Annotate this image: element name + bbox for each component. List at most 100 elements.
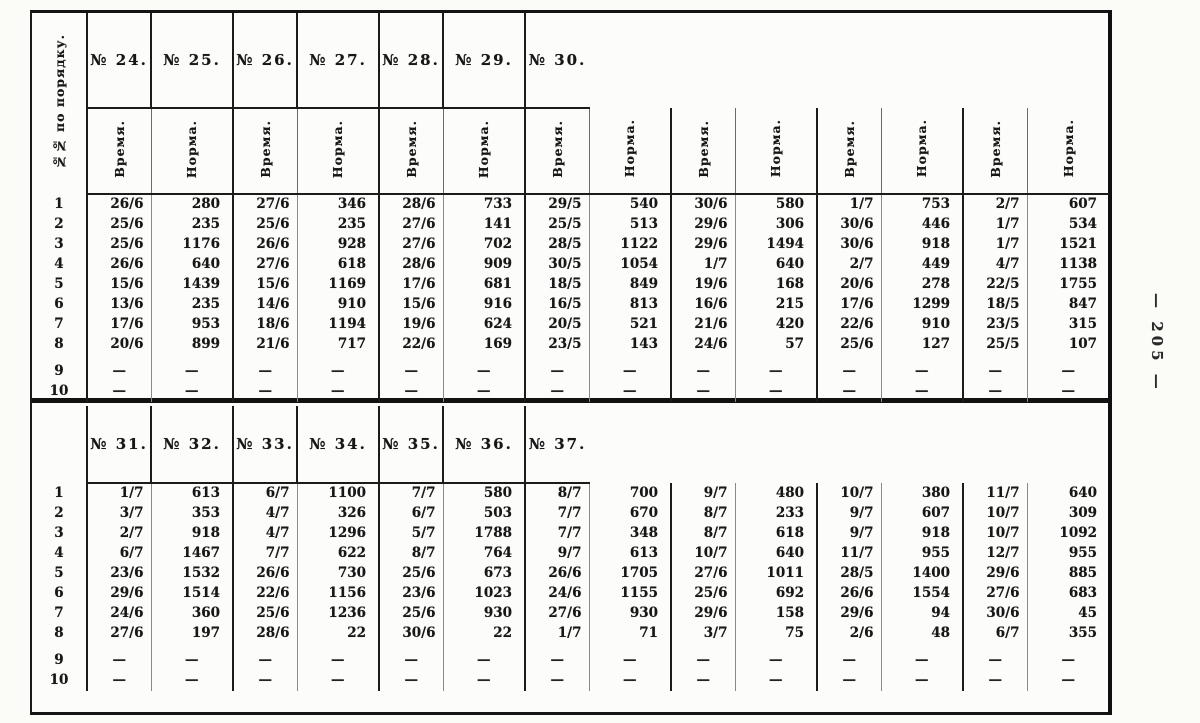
norm-cell: — <box>442 671 525 691</box>
norm-cell: 673 <box>442 564 525 584</box>
time-cell: 8/7 <box>670 524 735 544</box>
time-cell: 1/7 <box>962 235 1027 255</box>
row-number: 4 <box>32 255 88 275</box>
time-cell: 1/7 <box>670 255 735 275</box>
norm-cell: 71 <box>588 624 671 644</box>
table-row: 5 15/6 1439 15/6 1169 17/6 681 18/5 849 19/6 168 20… <box>32 275 1109 295</box>
group-header: № 25. <box>150 13 233 109</box>
time-subheader-cell: Время. <box>962 108 1027 195</box>
norm-cell: 1788 <box>442 524 525 544</box>
table-row: 9— — — — — — — — — — — — — — <box>32 644 1109 671</box>
time-cell: 22/6 <box>232 584 297 604</box>
time-cell: 17/6 <box>378 275 443 295</box>
norm-cell: 618 <box>296 255 379 275</box>
time-cell: 29/6 <box>816 604 881 624</box>
time-cell: 29/6 <box>670 604 735 624</box>
norm-cell: 885 <box>1026 564 1109 584</box>
table-row: 5 23/6 1532 26/6 730 25/6 673 26/6 1705 27/6 1011 2… <box>32 564 1109 584</box>
norm-cell: 1296 <box>296 524 379 544</box>
table-row: 2 25/6 235 25/6 235 27/6 141 25/5 513 29/6 306 30/6… <box>32 215 1109 235</box>
norm-cell: 1705 <box>588 564 671 584</box>
time-cell: 27/6 <box>232 255 297 275</box>
norm-cell: 355 <box>1026 624 1109 644</box>
norm-cell: 380 <box>880 483 963 504</box>
time-subheader-label: Время. <box>257 120 273 178</box>
table-bottom: № 31. № 32. № 33. № 34. № 35. № 36. № 37. 1 1/7 6… <box>32 406 1109 691</box>
norm-cell: — <box>150 644 233 671</box>
norm-cell: 540 <box>588 194 671 215</box>
norm-cell: 700 <box>588 483 671 504</box>
time-cell: — <box>816 644 881 671</box>
norm-cell: 57 <box>734 335 817 355</box>
norm-cell: 1100 <box>296 483 379 504</box>
row-number: 6 <box>32 584 88 604</box>
norm-cell: 143 <box>588 335 671 355</box>
table-row: 1 26/6 280 27/6 346 28/6 733 29/5 540 30/6 580 1/7 7… <box>32 194 1109 215</box>
norm-cell: 733 <box>442 194 525 215</box>
group-header: № 27. <box>296 13 379 109</box>
time-cell: 1/7 <box>86 483 151 504</box>
table-row: 1 1/7 613 6/7 1100 7/7 580 8/7 700 9/7 480 10/7 380 1… <box>32 483 1109 504</box>
time-cell: 21/6 <box>670 315 735 335</box>
time-cell: 22/5 <box>962 275 1027 295</box>
time-cell: 1/7 <box>816 194 881 215</box>
time-cell: 28/5 <box>524 235 589 255</box>
norm-cell: 235 <box>296 215 379 235</box>
time-cell: 29/6 <box>670 215 735 235</box>
norm-subheader-cell: Норма. <box>588 108 671 195</box>
time-cell: 29/6 <box>670 235 735 255</box>
norm-cell: 928 <box>296 235 379 255</box>
time-cell: 9/7 <box>816 504 881 524</box>
norm-subheader-cell: Норма. <box>442 108 525 195</box>
time-cell: 26/6 <box>232 564 297 584</box>
norm-cell: — <box>1026 355 1109 382</box>
table-row: 7 17/6 953 18/6 1194 19/6 624 20/5 521 21/6 420 22/… <box>32 315 1109 335</box>
norm-cell: 910 <box>296 295 379 315</box>
time-cell: 16/6 <box>670 295 735 315</box>
norm-cell: 613 <box>150 483 233 504</box>
time-cell: 19/6 <box>670 275 735 295</box>
norm-cell: 107 <box>1026 335 1109 355</box>
norm-cell: — <box>588 355 671 382</box>
norm-cell: 235 <box>150 215 233 235</box>
norm-cell: — <box>296 671 379 691</box>
norm-subheader-label: Норма. <box>330 119 346 179</box>
time-cell: 2/7 <box>86 524 151 544</box>
table-section-bottom: № 31. № 32. № 33. № 34. № 35. № 36. № 37. 1 1/7 6… <box>32 406 1109 712</box>
time-subheader-cell: Время. <box>670 108 735 195</box>
time-cell: — <box>962 355 1027 382</box>
time-cell: 18/5 <box>962 295 1027 315</box>
row-number: 10 <box>32 671 88 691</box>
time-cell: 26/6 <box>86 194 151 215</box>
table-sheet: №№ по порядку. № 24. № 25. № 26. № 27. № 28. №… <box>30 10 1112 715</box>
time-cell: 16/5 <box>524 295 589 315</box>
norm-cell: 717 <box>296 335 379 355</box>
time-cell: 4/7 <box>232 524 297 544</box>
norm-cell: — <box>880 382 963 402</box>
time-subheader-label: Время. <box>987 119 1003 178</box>
norm-cell: 930 <box>442 604 525 624</box>
time-cell: — <box>378 382 443 402</box>
time-cell: 28/6 <box>378 194 443 215</box>
norm-cell: 215 <box>734 295 817 315</box>
time-cell: 27/6 <box>524 604 589 624</box>
norm-cell: 1054 <box>588 255 671 275</box>
table-row: 3 2/7 918 4/7 1296 5/7 1788 7/7 348 8/7 618 9/7 918 1… <box>32 524 1109 544</box>
norm-cell: 1521 <box>1026 235 1109 255</box>
time-cell: — <box>232 644 297 671</box>
time-cell: — <box>962 671 1027 691</box>
time-cell: 25/6 <box>378 604 443 624</box>
norm-cell: 446 <box>880 215 963 235</box>
norm-cell: — <box>442 382 525 402</box>
table-row: 10— — — — — — — — — — — — — — <box>32 382 1109 402</box>
norm-cell: — <box>296 644 379 671</box>
time-cell: — <box>378 671 443 691</box>
norm-cell: 1514 <box>150 584 233 604</box>
time-cell: 28/6 <box>378 255 443 275</box>
norm-cell: 607 <box>1026 194 1109 215</box>
time-cell: 25/6 <box>670 584 735 604</box>
time-cell: 5/7 <box>378 524 443 544</box>
time-cell: 8/7 <box>524 483 589 504</box>
norm-cell: 909 <box>442 255 525 275</box>
norm-cell: 730 <box>296 564 379 584</box>
